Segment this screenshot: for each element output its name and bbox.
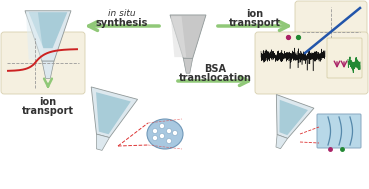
Ellipse shape — [147, 119, 183, 149]
Polygon shape — [170, 15, 206, 58]
Polygon shape — [171, 16, 186, 57]
Circle shape — [172, 130, 177, 136]
Text: in situ: in situ — [108, 9, 136, 19]
Polygon shape — [96, 92, 131, 134]
Circle shape — [159, 123, 165, 129]
Circle shape — [152, 129, 158, 133]
FancyBboxPatch shape — [295, 1, 367, 62]
Text: transport: transport — [229, 18, 281, 28]
Circle shape — [159, 133, 165, 139]
Polygon shape — [183, 58, 193, 73]
Polygon shape — [279, 100, 308, 135]
Polygon shape — [276, 135, 287, 149]
Circle shape — [166, 139, 172, 143]
Polygon shape — [91, 87, 138, 138]
Text: ion: ion — [39, 97, 56, 107]
Polygon shape — [276, 94, 314, 138]
Polygon shape — [29, 12, 67, 48]
Text: synthesis: synthesis — [96, 18, 148, 28]
Polygon shape — [25, 11, 71, 61]
Circle shape — [166, 129, 172, 133]
Text: transport: transport — [22, 106, 74, 116]
FancyBboxPatch shape — [1, 32, 85, 94]
Text: translocation: translocation — [179, 73, 251, 83]
Circle shape — [152, 136, 158, 140]
FancyBboxPatch shape — [317, 114, 361, 148]
FancyBboxPatch shape — [255, 32, 368, 94]
Polygon shape — [26, 12, 44, 60]
Text: ion: ion — [246, 9, 263, 19]
FancyBboxPatch shape — [327, 38, 362, 78]
Polygon shape — [96, 134, 110, 150]
Polygon shape — [42, 61, 54, 78]
Text: BSA: BSA — [204, 64, 226, 74]
